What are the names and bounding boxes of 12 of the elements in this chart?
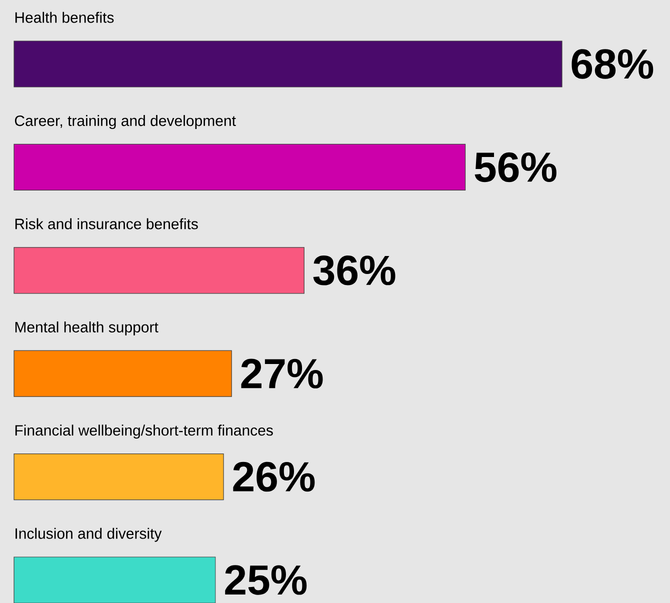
data-label: 36%	[313, 256, 396, 286]
y-tick-label: Health benefits	[15, 12, 114, 23]
y-tick-label: Inclusion and diversity	[16, 528, 162, 542]
data-label: 27%	[241, 358, 323, 388]
data-label: 25%	[225, 565, 307, 595]
data-label: 56%	[474, 152, 556, 182]
data-label: 26%	[233, 462, 315, 492]
y-tick-label: Risk and insurance benefits	[15, 218, 198, 230]
y-tick-label: Financial wellbeing/short-term finances	[15, 424, 273, 439]
y-tick-label: Career, training and development	[14, 115, 236, 130]
data-label: 68%	[572, 49, 654, 79]
y-tick-label: Mental health support	[15, 321, 158, 336]
